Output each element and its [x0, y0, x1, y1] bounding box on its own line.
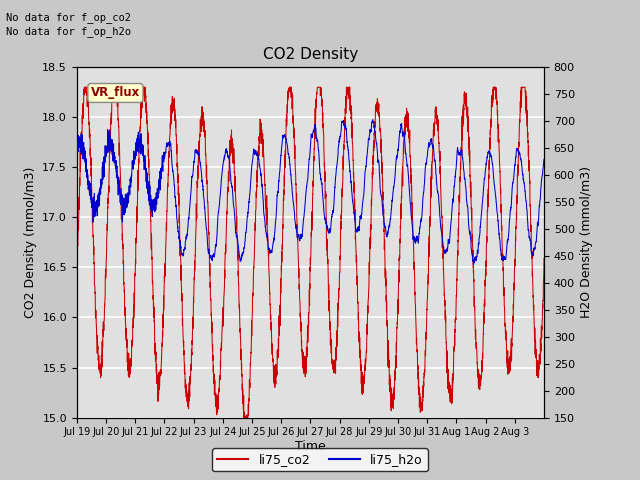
X-axis label: Time: Time [295, 440, 326, 453]
Y-axis label: CO2 Density (mmol/m3): CO2 Density (mmol/m3) [24, 167, 36, 318]
Text: No data for f_op_co2: No data for f_op_co2 [6, 12, 131, 23]
Text: No data for f_op_h2o: No data for f_op_h2o [6, 26, 131, 37]
Title: CO2 Density: CO2 Density [263, 47, 358, 62]
Legend: li75_co2, li75_h2o: li75_co2, li75_h2o [212, 448, 428, 471]
Text: VR_flux: VR_flux [91, 86, 140, 99]
Y-axis label: H2O Density (mmol/m3): H2O Density (mmol/m3) [580, 167, 593, 318]
